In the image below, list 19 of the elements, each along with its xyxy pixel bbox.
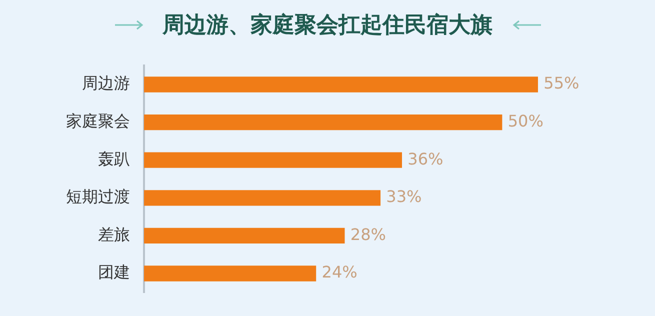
bar	[144, 228, 345, 244]
bar	[144, 114, 502, 130]
data-label: 24%	[322, 262, 358, 282]
bar	[144, 190, 381, 206]
bar	[144, 152, 402, 168]
data-label: 50%	[508, 111, 544, 130]
data-label: 28%	[350, 224, 386, 244]
y-tick-label: 短期过渡	[66, 187, 130, 206]
y-tick-label: 轰趴	[98, 149, 130, 168]
data-label: 55%	[544, 74, 580, 93]
y-tick-label: 家庭聚会	[66, 111, 130, 130]
data-label: 36%	[408, 149, 444, 168]
y-tick-label: 周边游	[82, 74, 130, 93]
y-tick-label: 团建	[98, 262, 130, 282]
bar	[144, 266, 316, 282]
bar	[144, 76, 538, 92]
y-tick-label: 差旅	[98, 224, 130, 244]
chart-title: 周边游、家庭聚会扛起住民宿大旗	[162, 12, 492, 40]
data-label: 33%	[386, 187, 422, 206]
